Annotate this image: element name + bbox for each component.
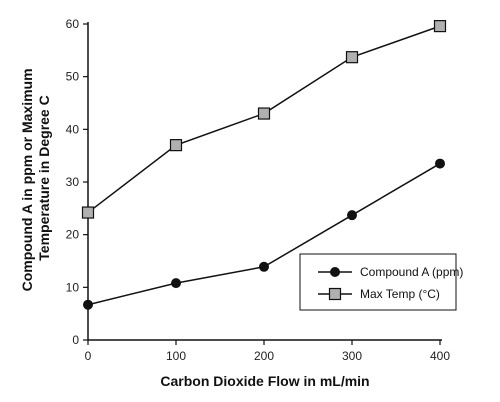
x-tick-label: 200: [254, 349, 274, 363]
x-tick-label: 100: [166, 349, 186, 363]
x-tick-label: 400: [430, 349, 450, 363]
y-axis-title-line-2: Temperature in Degree C: [36, 95, 52, 260]
data-point: [257, 107, 271, 120]
x-ticks: 0 100 200 300 400: [85, 340, 450, 363]
data-point: [81, 206, 95, 219]
series-2: [81, 20, 447, 219]
legend: Compound A (ppm) Max Temp (°C): [299, 253, 463, 311]
data-point: [83, 299, 93, 310]
legend-label: Compound A (ppm): [360, 265, 463, 279]
data-point: [259, 261, 269, 272]
legend-items: Compound A (ppm) Max Temp (°C): [318, 265, 463, 301]
data-point: [347, 210, 357, 221]
y-ticks: 0 10 20 30 40 50 60: [66, 17, 88, 347]
x-tick-label: 300: [342, 349, 362, 363]
data-point: [433, 20, 447, 33]
data-point: [345, 51, 359, 64]
legend-marker: [328, 287, 342, 301]
series-1: [83, 158, 445, 310]
y-tick-label: 50: [66, 70, 80, 84]
x-axis-title: Carbon Dioxide Flow in mL/min: [160, 373, 369, 389]
y-tick-label: 20: [66, 228, 80, 242]
y-tick-label: 30: [66, 175, 80, 189]
series-layer: [81, 20, 447, 310]
y-axis-title: Compound A in ppm or Maximum Temperature…: [19, 65, 52, 292]
y-axis-title-line-1: Compound A in ppm or Maximum: [19, 68, 35, 291]
legend-box: [299, 253, 457, 311]
y-tick-label: 40: [66, 122, 80, 136]
data-point: [435, 158, 445, 169]
y-tick-label: 10: [66, 280, 80, 294]
legend-label: Max Temp (°C): [360, 287, 440, 301]
y-tick-label: 60: [66, 17, 80, 31]
legend-marker: [330, 267, 340, 277]
x-tick-label: 0: [85, 349, 92, 363]
data-point: [169, 139, 183, 152]
data-point: [171, 278, 181, 289]
y-tick-label: 0: [72, 333, 79, 347]
